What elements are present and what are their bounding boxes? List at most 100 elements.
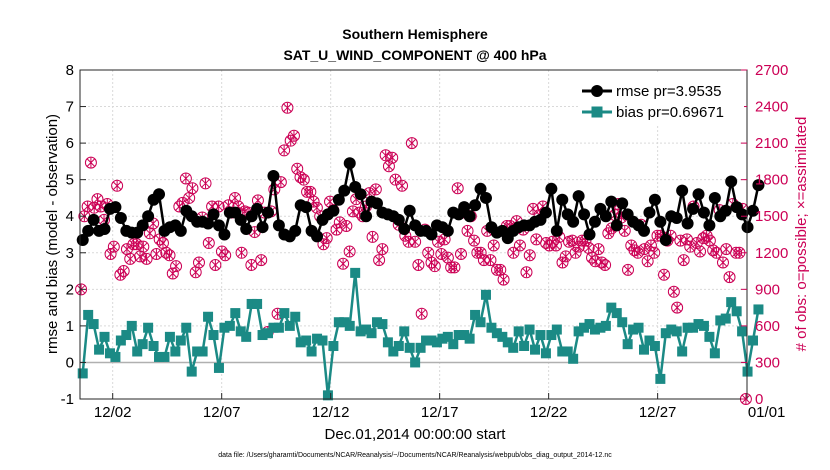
obs-possible-marker xyxy=(366,230,379,243)
rmse-point xyxy=(272,219,285,232)
obs-point xyxy=(631,246,644,259)
obs-point xyxy=(507,246,520,259)
chart-title: Southern Hemisphere xyxy=(342,26,488,42)
obs-point xyxy=(337,257,350,270)
bias-point xyxy=(148,340,159,351)
bias-point xyxy=(600,320,611,331)
legend-rmse-label: rmse pr=3.9535 xyxy=(616,83,721,100)
rmse-point xyxy=(338,184,351,197)
bias-point xyxy=(224,320,235,331)
bias-point xyxy=(235,326,246,337)
bias-point xyxy=(164,331,175,342)
obs-assimilated-marker xyxy=(643,256,653,267)
obs-assimilated-marker xyxy=(256,255,266,266)
obs-assimilated-marker xyxy=(414,259,423,270)
obs-point xyxy=(694,245,707,258)
bias-point xyxy=(639,344,650,355)
obs-assimilated-marker xyxy=(463,225,472,236)
bias-point xyxy=(747,335,758,346)
obs-point xyxy=(671,301,684,314)
chart-subtitle: SAT_U_WIND_COMPONENT @ 400 hPa xyxy=(283,47,547,63)
rmse-point xyxy=(539,206,552,219)
bias-point xyxy=(524,324,535,335)
y-left-tick-label: -1 xyxy=(61,391,74,408)
rmse-point xyxy=(741,221,754,234)
y-right-tick-label: 1200 xyxy=(755,245,788,262)
obs-assimilated-marker xyxy=(211,259,220,270)
obs-point xyxy=(127,238,140,251)
bias-point xyxy=(584,319,595,330)
bias-point xyxy=(742,366,753,377)
bias-point xyxy=(333,317,344,328)
obs-possible-marker xyxy=(111,179,124,192)
obs-possible-marker xyxy=(343,245,356,258)
obs-possible-marker xyxy=(484,254,497,267)
bias-point xyxy=(731,306,742,317)
obs-assimilated-marker xyxy=(600,259,610,270)
obs-assimilated-marker xyxy=(283,102,292,113)
bias-point xyxy=(589,324,600,335)
obs-possible-marker xyxy=(523,249,536,262)
bias-point xyxy=(737,326,748,337)
obs-assimilated-marker xyxy=(158,238,168,249)
obs-assimilated-marker xyxy=(515,240,525,251)
bias-point xyxy=(219,322,230,333)
bias-point xyxy=(241,331,252,342)
rmse-point xyxy=(567,215,580,228)
obs-point xyxy=(520,266,533,279)
y-axis-right-label: # of obs: o=possible; ×=assimilated xyxy=(793,117,810,352)
obs-point xyxy=(343,245,356,258)
obs-assimilated-marker xyxy=(122,244,132,255)
obs-assimilated-marker xyxy=(184,192,194,203)
bias-point xyxy=(99,331,110,342)
obs-point xyxy=(716,256,729,269)
obs-point xyxy=(428,260,441,273)
obs-possible-marker xyxy=(75,283,88,296)
obs-assimilated-marker xyxy=(499,274,508,285)
obs-assimilated-marker xyxy=(299,174,309,185)
bias-point xyxy=(268,322,279,333)
y-right-tick-label: 1500 xyxy=(755,208,788,225)
obs-assimilated-marker xyxy=(443,252,453,263)
obs-point xyxy=(84,156,97,169)
obs-count-series xyxy=(75,101,752,405)
obs-possible-marker xyxy=(405,137,418,150)
obs-point xyxy=(340,219,353,232)
rmse-point xyxy=(202,217,215,230)
rmse-point xyxy=(256,221,269,234)
obs-possible-marker xyxy=(641,255,654,268)
obs-point xyxy=(484,254,497,267)
obs-point xyxy=(366,230,379,243)
obs-point xyxy=(111,179,124,192)
legend-box xyxy=(580,74,744,126)
bias-point xyxy=(704,331,715,342)
bias-point xyxy=(154,351,165,362)
bias-series xyxy=(77,267,764,401)
obs-possible-marker xyxy=(435,247,448,260)
obs-assimilated-marker xyxy=(171,261,181,272)
obs-possible-marker xyxy=(396,179,409,192)
bias-point xyxy=(671,326,682,337)
obs-assimilated-marker xyxy=(561,251,571,262)
obs-possible-marker xyxy=(333,216,346,229)
bias-point xyxy=(508,342,519,353)
obs-assimilated-marker xyxy=(191,267,201,278)
obs-possible-marker xyxy=(209,258,222,271)
rmse-point xyxy=(267,170,280,183)
bias-point xyxy=(344,320,355,331)
obs-assimilated-marker xyxy=(322,233,332,244)
bias-point xyxy=(197,346,208,357)
obs-possible-marker xyxy=(556,256,569,269)
bias-point xyxy=(628,324,639,335)
rmse-point xyxy=(545,182,558,195)
obs-point xyxy=(235,246,248,259)
rmse-point xyxy=(392,213,405,226)
obs-point xyxy=(245,258,258,271)
obs-assimilated-marker xyxy=(368,231,377,242)
bias-point xyxy=(595,322,606,333)
obs-possible-marker xyxy=(677,254,690,267)
rmse-point xyxy=(670,212,683,225)
obs-point xyxy=(432,235,445,248)
bias-point xyxy=(421,335,432,346)
bias-point xyxy=(410,357,421,368)
